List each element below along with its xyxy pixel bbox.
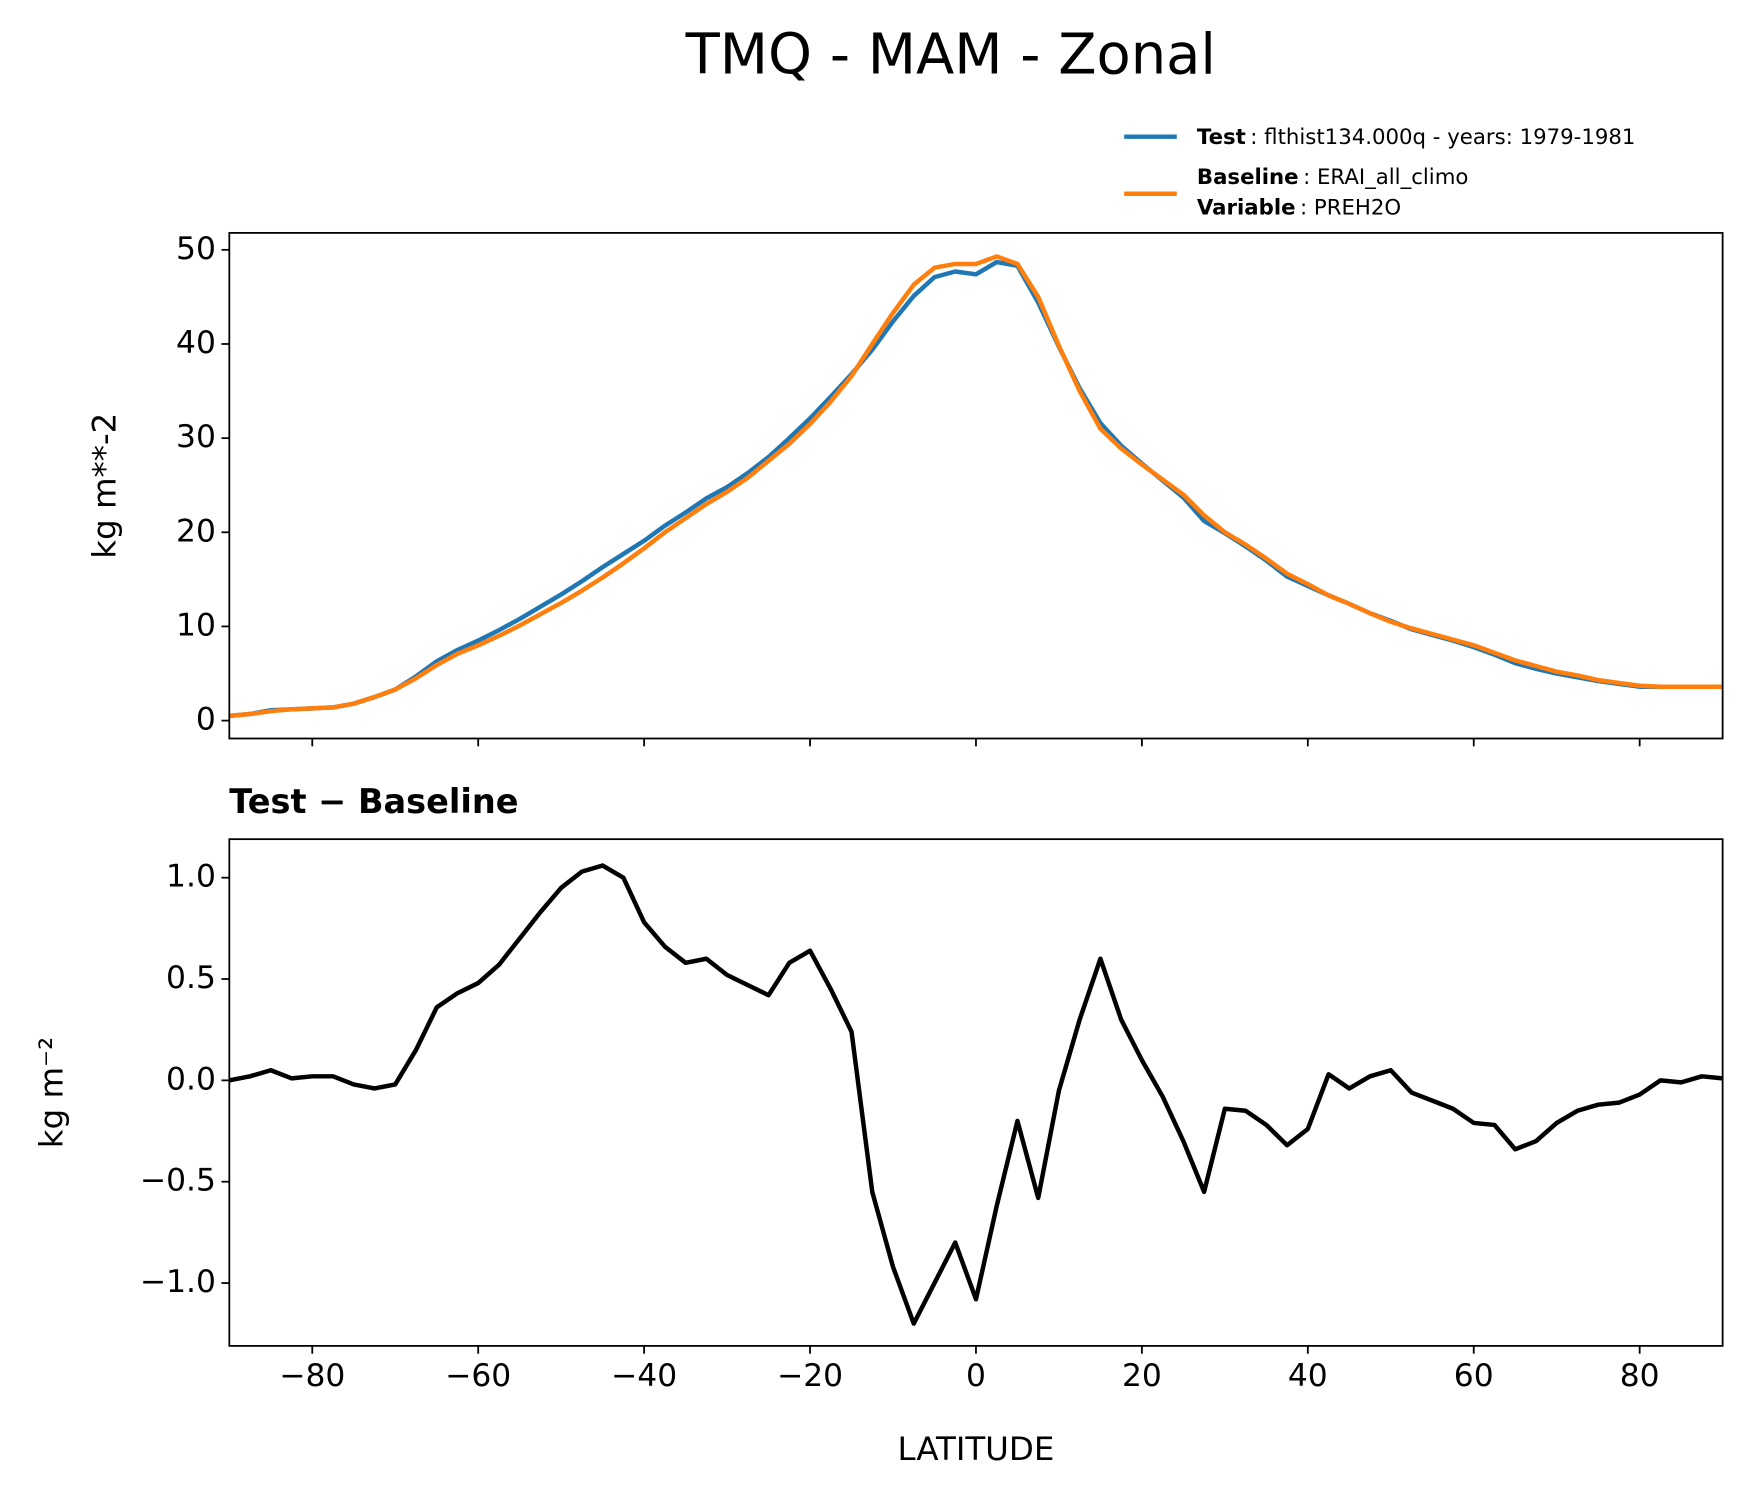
axes-frame (228, 838, 1724, 1347)
y-tick-label: 10 (176, 607, 216, 643)
legend-variable: : PREH2O (1300, 195, 1401, 220)
legend-entry: Test: flthist134.000q - years: 1979-1981 (1197, 125, 1636, 150)
y-tick-label: 0.0 (166, 1061, 216, 1097)
x-tick-label: 60 (1454, 1358, 1494, 1394)
data-line (229, 254, 1723, 719)
y-tick-label: −1.0 (140, 1264, 216, 1300)
y-axis-label: kg m**-2 (85, 413, 123, 559)
legend-name: Baseline (1197, 165, 1299, 190)
plot-area (229, 254, 1723, 719)
legend-description: : ERAI_all_climo (1303, 165, 1468, 190)
y-tick-label: 50 (176, 231, 216, 267)
legend-description: : flthist134.000q - years: 1979-1981 (1250, 125, 1635, 150)
y-tick-label: 30 (176, 419, 216, 455)
x-tick-label: 80 (1620, 1358, 1660, 1394)
y-tick-label: 20 (176, 513, 216, 549)
x-tick-label: 40 (1288, 1358, 1328, 1394)
axes-frame (228, 231, 1724, 740)
y-axis-label: kg m⁻² (33, 1037, 71, 1148)
legend-variable-label: Variable (1197, 195, 1296, 220)
x-tick-label: −40 (611, 1358, 677, 1394)
plot-area (229, 863, 1723, 1326)
y-tick-label: 0 (196, 702, 216, 738)
legend-entry: Baseline: ERAI_all_climo (1197, 165, 1469, 190)
x-tick-label: 20 (1122, 1358, 1162, 1394)
panel-title: Test − Baseline (229, 782, 518, 821)
legend-name: Test (1197, 125, 1246, 150)
y-tick-label: 0.5 (166, 960, 216, 996)
x-tick-label: 0 (966, 1358, 986, 1394)
y-tick-label: −0.5 (140, 1163, 216, 1199)
x-tick-label: −80 (279, 1358, 345, 1394)
data-line (229, 863, 1723, 1326)
x-tick-label: −20 (777, 1358, 843, 1394)
legend-entry: Variable: PREH2O (1197, 195, 1401, 220)
x-axis-label: LATITUDE (898, 1430, 1055, 1468)
figure-title: TMQ - MAM - Zonal (685, 23, 1216, 88)
y-tick-label: 40 (176, 325, 216, 361)
y-tick-label: 1.0 (166, 859, 216, 895)
x-tick-label: −60 (445, 1358, 511, 1394)
